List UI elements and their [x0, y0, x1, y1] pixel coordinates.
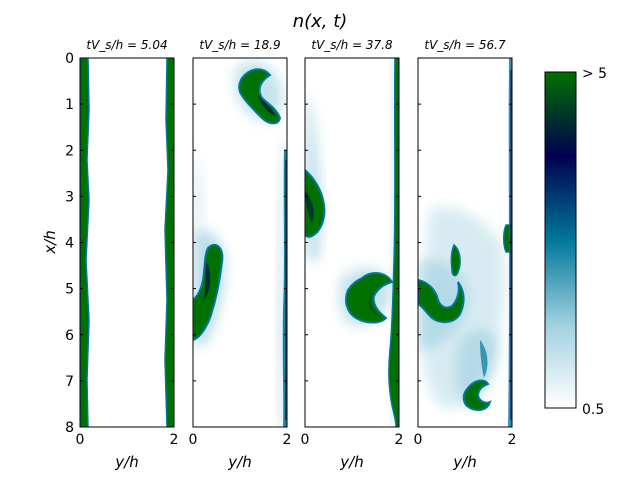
panel-2-time-label: tV_s/h = 37.8	[311, 38, 393, 52]
panel-0-density-field	[80, 58, 174, 427]
panel-3-time-label: tV_s/h = 56.7	[424, 38, 506, 52]
panel-3-left-plume	[418, 278, 465, 324]
panel-2-x-axis-label: y/h	[339, 453, 363, 471]
panel-2-x-tick-0: 0	[301, 432, 310, 448]
colorbar-max-label: > 5	[582, 66, 607, 82]
y-tick-label-2: 2	[65, 143, 74, 159]
panel-1-x-axis-label: y/h	[227, 453, 251, 471]
colorbar: > 5 0.5	[544, 66, 607, 418]
panel-0-x-tick-0: 0	[76, 432, 85, 448]
y-tick-label-6: 6	[65, 328, 74, 344]
panel-3-density-field	[418, 58, 512, 427]
y-tick-label-5: 5	[65, 282, 74, 298]
y-tick-label-0: 0	[65, 51, 74, 67]
panel-3-x-tick-2: 2	[508, 432, 517, 448]
panel-2: tV_s/h = 37.8 0 2 y/h	[301, 38, 404, 471]
panel-1-x-tick-2: 2	[283, 432, 292, 448]
panel-3-x-axis-label: y/h	[452, 453, 476, 471]
panel-2-right-plume	[345, 272, 394, 324]
panel-3-x-tick-0: 0	[414, 432, 423, 448]
colorbar-min-label: 0.5	[582, 402, 604, 418]
chart-title: n(x, t)	[293, 11, 348, 32]
panel-0-time-label: tV_s/h = 5.04	[86, 38, 167, 52]
panel-2-x-tick-2: 2	[395, 432, 404, 448]
y-tick-label-7: 7	[65, 374, 74, 390]
y-axis-ticks: 0 1 2 3 4 5 6 7 8	[65, 51, 512, 436]
panel-2-density-field	[305, 58, 399, 427]
panel-0-x-tick-2: 2	[170, 432, 179, 448]
panel-0: tV_s/h = 5.04 0 2 y/h	[76, 38, 179, 471]
panel-3: tV_s/h = 56.7 0 2 y/h	[414, 38, 517, 471]
y-tick-label-3: 3	[65, 189, 74, 205]
y-axis-label: x/h	[41, 230, 59, 254]
panel-1-x-tick-0: 0	[189, 432, 198, 448]
panel-1: tV_s/h = 18.9 0 2 y/h	[189, 38, 292, 471]
colorbar-gradient	[544, 71, 577, 409]
y-tick-label-1: 1	[65, 97, 74, 113]
panel-0-x-axis-label: y/h	[114, 453, 138, 471]
y-tick-label-8: 8	[65, 420, 74, 436]
panel-1-time-label: tV_s/h = 18.9	[199, 38, 280, 52]
panel-3-lower-plume	[462, 379, 492, 411]
y-tick-label-4: 4	[65, 236, 74, 252]
panel-2-left-plume	[305, 168, 326, 238]
panel-1-density-field	[193, 58, 287, 427]
